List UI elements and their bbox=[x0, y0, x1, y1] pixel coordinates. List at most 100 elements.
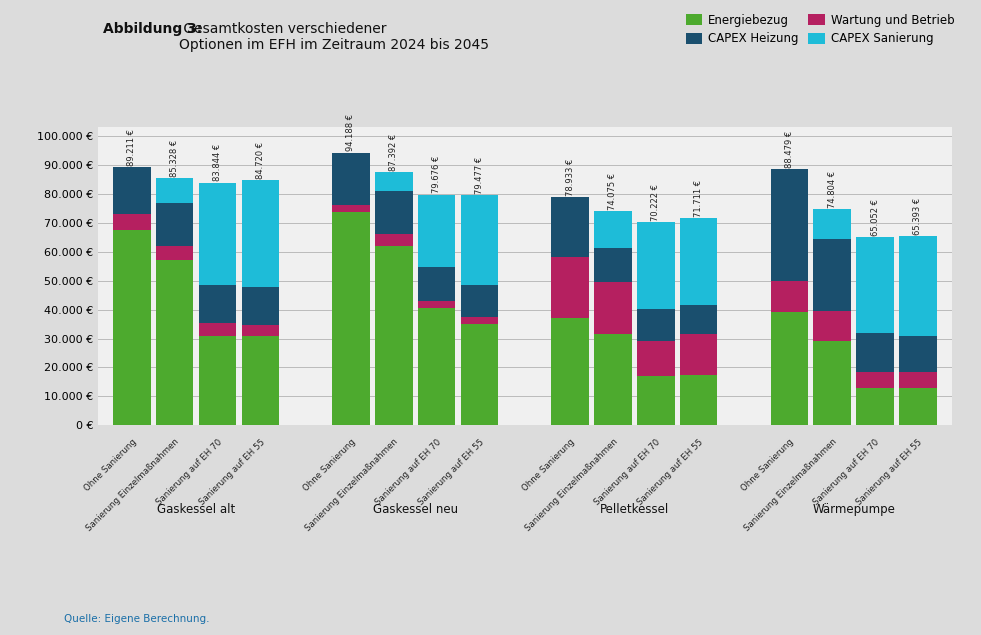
Text: Ohne Sanierung: Ohne Sanierung bbox=[740, 438, 796, 493]
Text: Sanierung Einzelmaßnahmen: Sanierung Einzelmaßnahmen bbox=[523, 438, 619, 533]
Bar bbox=[333, 213, 370, 425]
Text: Abbildung 3:: Abbildung 3: bbox=[103, 22, 202, 36]
Bar bbox=[156, 178, 193, 203]
Bar bbox=[333, 152, 370, 205]
Bar bbox=[900, 336, 937, 372]
Text: Sanierung auf EH 55: Sanierung auf EH 55 bbox=[197, 438, 267, 507]
Bar bbox=[680, 334, 717, 375]
Text: 84.720 €: 84.720 € bbox=[256, 142, 265, 179]
Bar bbox=[375, 234, 413, 246]
Bar bbox=[461, 285, 498, 317]
Bar bbox=[375, 172, 413, 191]
Bar bbox=[199, 323, 236, 336]
Bar bbox=[770, 281, 808, 312]
Text: Sanierung Einzelmaßnahmen: Sanierung Einzelmaßnahmen bbox=[85, 438, 181, 533]
Text: Quelle: Eigene Berechnung.: Quelle: Eigene Berechnung. bbox=[64, 613, 209, 624]
Text: 78.933 €: 78.933 € bbox=[566, 158, 575, 196]
Bar bbox=[375, 191, 413, 234]
Text: Sanierung Einzelmaßnahmen: Sanierung Einzelmaßnahmen bbox=[304, 438, 400, 533]
Text: Gaskessel neu: Gaskessel neu bbox=[373, 503, 458, 516]
Text: 87.392 €: 87.392 € bbox=[389, 134, 398, 171]
Bar bbox=[461, 317, 498, 324]
Bar bbox=[199, 182, 236, 285]
Text: Ohne Sanierung: Ohne Sanierung bbox=[301, 438, 357, 493]
Bar bbox=[856, 388, 894, 425]
Bar bbox=[156, 203, 193, 246]
Text: 65.052 €: 65.052 € bbox=[870, 199, 880, 236]
Bar bbox=[418, 301, 455, 308]
Text: 65.393 €: 65.393 € bbox=[913, 197, 922, 235]
Bar bbox=[594, 248, 632, 282]
Text: Gesamtkosten verschiedener
Optionen im EFH im Zeitraum 2024 bis 2045: Gesamtkosten verschiedener Optionen im E… bbox=[179, 22, 489, 53]
Bar bbox=[418, 308, 455, 425]
Text: Sanierung auf EH 55: Sanierung auf EH 55 bbox=[854, 438, 924, 507]
Bar bbox=[770, 169, 808, 281]
Bar bbox=[813, 239, 851, 311]
Bar bbox=[637, 222, 675, 309]
Bar bbox=[461, 324, 498, 425]
Bar bbox=[113, 214, 150, 230]
Text: Sanierung auf EH 70: Sanierung auf EH 70 bbox=[374, 438, 443, 507]
Text: Pelletkessel: Pelletkessel bbox=[599, 503, 669, 516]
Text: 89.211 €: 89.211 € bbox=[128, 129, 136, 166]
Text: 85.328 €: 85.328 € bbox=[170, 140, 180, 177]
Text: Ohne Sanierung: Ohne Sanierung bbox=[82, 438, 138, 493]
Text: Sanierung auf EH 70: Sanierung auf EH 70 bbox=[812, 438, 881, 507]
Bar bbox=[770, 312, 808, 425]
Bar bbox=[551, 257, 589, 318]
Text: Gaskessel alt: Gaskessel alt bbox=[157, 503, 235, 516]
Bar bbox=[418, 267, 455, 301]
Bar bbox=[418, 194, 455, 267]
Text: 74.804 €: 74.804 € bbox=[828, 170, 837, 208]
Bar bbox=[856, 333, 894, 372]
Bar bbox=[856, 237, 894, 333]
Bar bbox=[113, 167, 150, 214]
Text: Sanierung auf EH 70: Sanierung auf EH 70 bbox=[593, 438, 662, 507]
Text: 74.075 €: 74.075 € bbox=[608, 173, 617, 210]
Bar bbox=[680, 305, 717, 334]
Bar bbox=[551, 197, 589, 257]
Text: Ohne Sanierung: Ohne Sanierung bbox=[521, 438, 577, 493]
Bar bbox=[241, 325, 280, 336]
Bar bbox=[637, 376, 675, 425]
Text: Sanierung Einzelmaßnahmen: Sanierung Einzelmaßnahmen bbox=[743, 438, 839, 533]
Bar bbox=[680, 218, 717, 305]
Text: Sanierung auf EH 55: Sanierung auf EH 55 bbox=[636, 438, 705, 507]
Bar bbox=[375, 246, 413, 425]
Text: 94.188 €: 94.188 € bbox=[346, 114, 355, 151]
Bar bbox=[333, 205, 370, 213]
Bar bbox=[156, 260, 193, 425]
Bar bbox=[813, 209, 851, 239]
Bar bbox=[856, 372, 894, 388]
Bar bbox=[900, 388, 937, 425]
Bar bbox=[461, 195, 498, 285]
Bar bbox=[900, 372, 937, 388]
Bar bbox=[241, 287, 280, 325]
Text: 71.711 €: 71.711 € bbox=[695, 179, 703, 217]
Bar bbox=[813, 342, 851, 425]
Text: 70.222 €: 70.222 € bbox=[651, 184, 660, 221]
Text: Wärmepumpe: Wärmepumpe bbox=[812, 503, 895, 516]
Bar bbox=[594, 211, 632, 248]
Bar bbox=[199, 336, 236, 425]
Text: 83.844 €: 83.844 € bbox=[213, 144, 222, 182]
Bar bbox=[637, 342, 675, 376]
Text: 88.479 €: 88.479 € bbox=[785, 131, 794, 168]
Bar bbox=[113, 230, 150, 425]
Bar bbox=[594, 334, 632, 425]
Bar bbox=[199, 285, 236, 323]
Bar bbox=[594, 282, 632, 334]
Text: Sanierung auf EH 55: Sanierung auf EH 55 bbox=[417, 438, 486, 507]
Legend: Energiebezug, CAPEX Heizung, Wartung und Betrieb, CAPEX Sanierung: Energiebezug, CAPEX Heizung, Wartung und… bbox=[686, 13, 955, 46]
Bar bbox=[241, 336, 280, 425]
Text: 79.477 €: 79.477 € bbox=[475, 157, 484, 194]
Bar bbox=[551, 318, 589, 425]
Bar bbox=[813, 311, 851, 342]
Bar bbox=[680, 375, 717, 425]
Bar bbox=[637, 309, 675, 342]
Text: Sanierung auf EH 70: Sanierung auf EH 70 bbox=[155, 438, 224, 507]
Bar bbox=[156, 246, 193, 260]
Bar bbox=[241, 180, 280, 287]
Bar bbox=[900, 236, 937, 336]
Text: 79.676 €: 79.676 € bbox=[433, 156, 441, 194]
